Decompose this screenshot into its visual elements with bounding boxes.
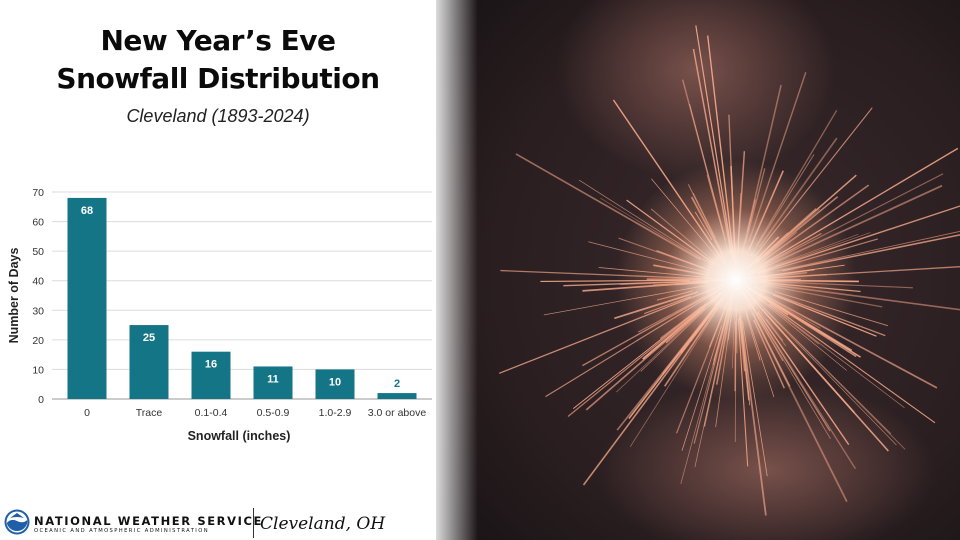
x-tick-label: 0.1-0.4 [195, 407, 228, 419]
snowfall-bar-chart: 0 10 20 30 40 50 60 70 68 0 25 Trace 16 0.1-0.4 11 0.5-… [0, 176, 436, 456]
bar [191, 351, 231, 399]
y-tick-label: 10 [32, 364, 44, 376]
footer: NATIONAL WEATHER SERVICE OCEANIC AND ATM… [0, 504, 436, 540]
data-label: 11 [267, 373, 279, 385]
footer-divider [253, 508, 254, 538]
page-subtitle: Cleveland (1893-2024) [126, 106, 310, 126]
x-tick-label: 0 [84, 407, 90, 419]
y-tick-label: 40 [32, 276, 44, 288]
nws-name: NATIONAL WEATHER SERVICE [34, 514, 263, 528]
bar [129, 325, 169, 399]
data-label: 10 [329, 376, 341, 388]
title-line-2: Snowfall Distribution [56, 62, 380, 95]
y-tick-label: 30 [32, 305, 44, 317]
office-location: Cleveland, OH [260, 514, 386, 534]
x-tick-label: 0.5-0.9 [257, 407, 290, 419]
title-line-1: New Year’s Eve [100, 24, 336, 57]
page-title: New Year’s Eve Snowfall Distribution [0, 22, 436, 98]
chart-panel: New Year’s Eve Snowfall Distribution Cle… [0, 0, 436, 540]
bar [377, 393, 417, 399]
x-tick-label: 1.0-2.9 [319, 407, 352, 419]
y-tick-label: 60 [32, 217, 44, 229]
sparkler-image [436, 0, 960, 540]
y-tick-label: 20 [32, 335, 44, 347]
x-tick-label: Trace [136, 407, 163, 419]
data-label: 2 [394, 378, 400, 390]
data-label: 16 [205, 359, 217, 371]
y-tick-label: 0 [38, 394, 44, 406]
x-axis-label: Snowfall (inches) [188, 429, 291, 443]
bar [253, 366, 293, 399]
bar [67, 197, 107, 399]
y-tick-label: 50 [32, 246, 44, 258]
nws-subtitle: OCEANIC AND ATMOSPHERIC ADMINISTRATION [34, 528, 209, 534]
data-label: 25 [143, 332, 155, 344]
bar [315, 369, 355, 399]
sparkler-photo [436, 0, 960, 540]
chart-svg: 0 10 20 30 40 50 60 70 68 0 25 Trace 16 0.1-0.4 11 0.5-… [7, 187, 432, 443]
y-axis-label: Number of Days [7, 248, 21, 344]
y-tick-label: 70 [32, 187, 44, 199]
data-label: 68 [81, 205, 93, 217]
x-tick-label: 3.0 or above [368, 407, 427, 419]
noaa-logo-icon [4, 509, 30, 535]
